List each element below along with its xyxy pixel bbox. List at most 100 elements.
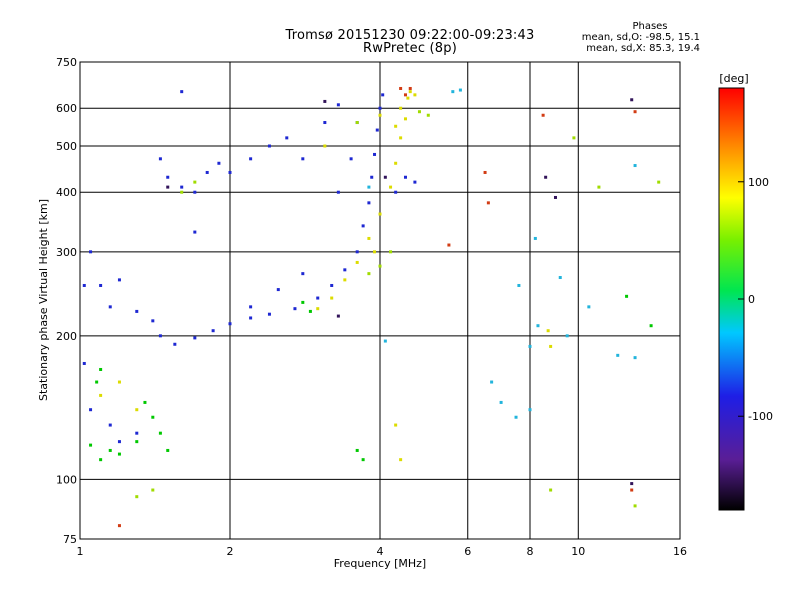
data-point: [528, 408, 532, 412]
phase-statistics-o-mode: mean, sd,O: -98.5, 15.1: [581, 32, 700, 43]
data-point: [151, 319, 155, 323]
data-point: [403, 117, 407, 121]
data-point: [447, 243, 451, 247]
data-point: [528, 344, 532, 348]
data-point: [336, 190, 340, 194]
data-point: [89, 443, 93, 447]
data-point: [117, 440, 121, 444]
data-point: [217, 161, 221, 165]
data-point: [180, 185, 184, 189]
data-point: [546, 329, 550, 333]
data-point: [375, 128, 379, 132]
data-point: [193, 180, 197, 184]
data-point: [343, 268, 347, 272]
data-point: [587, 305, 591, 309]
data-point: [378, 212, 382, 216]
data-point: [389, 185, 393, 189]
data-point: [399, 86, 403, 90]
data-point: [135, 309, 139, 313]
data-point: [205, 170, 209, 174]
data-point: [158, 334, 162, 338]
data-point: [403, 93, 407, 97]
y-tick-label: 300: [56, 246, 77, 259]
data-point: [408, 86, 412, 90]
chart-title-line1: Tromsø 20151230 09:22:00-09:23:43: [285, 28, 535, 43]
data-point: [211, 329, 215, 333]
data-point: [544, 175, 548, 179]
data-point: [166, 185, 170, 189]
data-point: [378, 264, 382, 268]
data-point: [394, 161, 398, 165]
data-point: [458, 88, 462, 92]
data-point: [399, 458, 403, 462]
chart-title-line2: RwPretec (8p): [363, 41, 457, 56]
data-point: [89, 250, 93, 254]
data-point: [367, 236, 371, 240]
data-point: [373, 250, 377, 254]
data-point: [565, 334, 569, 338]
data-point: [158, 157, 162, 161]
data-point: [657, 180, 661, 184]
data-point: [193, 190, 197, 194]
data-point: [370, 175, 374, 179]
data-point: [413, 180, 417, 184]
colorbar-tick-label: 0: [748, 293, 755, 306]
data-point: [499, 400, 503, 404]
data-point: [249, 305, 253, 309]
colorbar-unit-label: [deg]: [719, 72, 748, 85]
data-point: [355, 250, 359, 254]
data-point: [180, 190, 184, 194]
data-point: [394, 190, 398, 194]
data-point: [616, 353, 620, 357]
data-point: [323, 144, 327, 148]
data-point: [558, 276, 562, 280]
data-point: [135, 440, 139, 444]
data-point: [533, 236, 537, 240]
y-tick-label: 600: [56, 102, 77, 115]
data-point: [413, 93, 417, 97]
data-point: [367, 201, 371, 205]
data-point: [633, 356, 637, 360]
data-point: [630, 98, 634, 102]
data-point: [249, 157, 253, 161]
data-point: [316, 296, 320, 300]
data-point: [301, 272, 305, 276]
data-point: [173, 342, 177, 346]
phase-statistics-heading: Phases: [632, 21, 668, 32]
data-point: [633, 164, 637, 168]
data-point: [336, 103, 340, 107]
data-point: [117, 452, 121, 456]
data-point: [355, 260, 359, 264]
data-point: [389, 250, 393, 254]
data-point: [426, 113, 430, 117]
data-point: [381, 93, 385, 97]
y-tick-label: 75: [63, 533, 77, 546]
data-point: [367, 185, 371, 189]
x-tick-label: 1: [77, 545, 84, 558]
data-point: [316, 307, 320, 311]
y-axis-label: Stationary phase Virtual Height [km]: [37, 199, 50, 401]
data-point: [228, 170, 232, 174]
data-point: [323, 121, 327, 125]
data-point: [633, 110, 637, 114]
data-point: [151, 415, 155, 419]
x-tick-label: 2: [227, 545, 234, 558]
data-point: [417, 110, 421, 114]
data-point: [293, 307, 297, 311]
data-point: [108, 448, 112, 452]
data-point: [483, 170, 487, 174]
data-point: [630, 482, 634, 486]
data-point: [180, 90, 184, 94]
data-point: [193, 336, 197, 340]
x-tick-label: 10: [571, 545, 585, 558]
data-point: [355, 121, 359, 125]
y-tick-label: 400: [56, 186, 77, 199]
data-point: [490, 380, 494, 384]
data-point: [399, 136, 403, 140]
data-point: [108, 305, 112, 309]
data-point: [597, 185, 601, 189]
x-axis-ticks: 1 2 4 6 8 10 16: [77, 545, 688, 558]
data-point: [308, 309, 312, 313]
data-point: [349, 157, 353, 161]
